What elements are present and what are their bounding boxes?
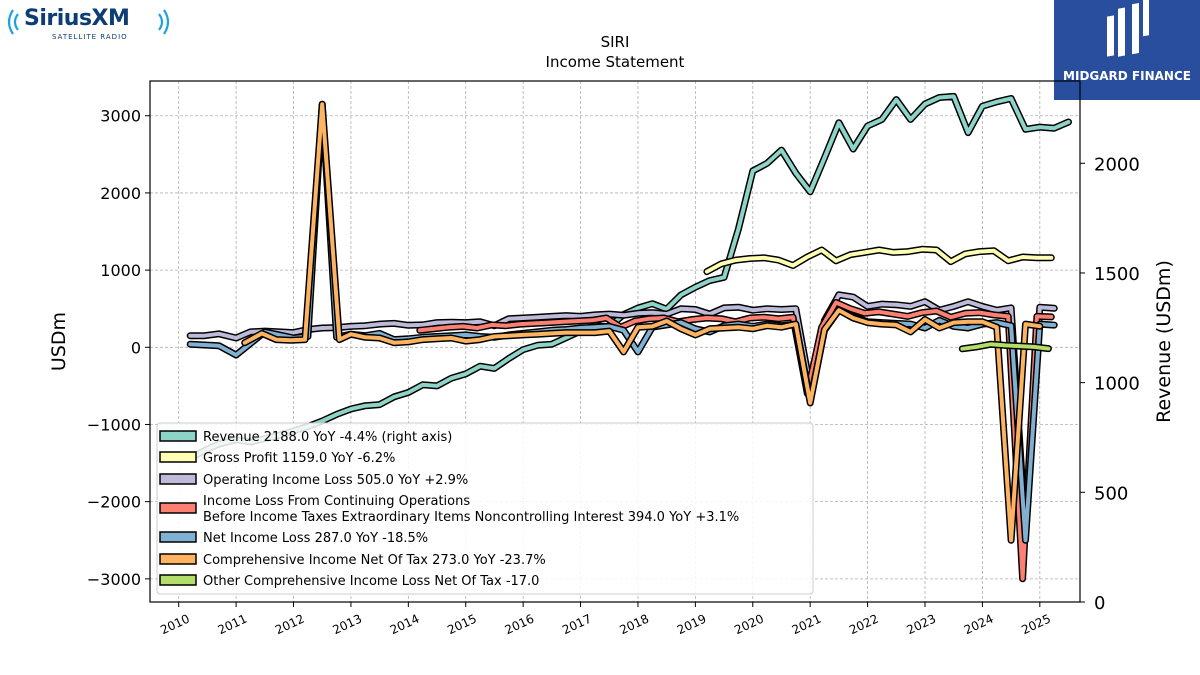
y-right-tick-label: 2000 <box>1094 154 1140 175</box>
siriusxm-logo-name: SiriusXM <box>24 6 130 31</box>
x-tick-label: 2016 <box>503 612 537 638</box>
legend-label: Other Comprehensive Income Loss Net Of T… <box>203 574 539 589</box>
legend-label: Operating Income Loss 505.0 YoY +2.9% <box>203 473 468 488</box>
legend: Revenue 2188.0 YoY -4.4% (right axis) Gro… <box>156 422 814 595</box>
signal-waves-icon <box>7 9 19 35</box>
siriusxm-logo: SiriusXM SATELLITE RADIO <box>4 4 182 44</box>
x-tick-label: 2020 <box>732 612 766 638</box>
legend-swatch <box>159 430 197 442</box>
chart-subtitle: Income Statement <box>545 53 685 71</box>
y-right-tick-label: 1000 <box>1094 374 1140 395</box>
midgard-emblem-icon <box>1107 0 1149 57</box>
legend-label: Net Income Loss 287.0 YoY -18.5% <box>203 531 428 546</box>
legend-swatch <box>159 451 197 463</box>
signal-waves-right-icon <box>158 9 170 35</box>
legend-swatch <box>159 502 197 514</box>
plot-frame <box>149 80 1081 603</box>
y-tick-label: −3000 <box>87 570 141 589</box>
y-tick-label: 2000 <box>100 184 141 203</box>
x-tick-label: 2019 <box>675 612 709 638</box>
legend-swatch <box>159 574 197 586</box>
x-tick-label: 2015 <box>445 612 479 638</box>
y-tick-label: 3000 <box>100 107 141 126</box>
y-tick-label: −2000 <box>87 493 141 512</box>
y-right-tick-label: 0 <box>1094 593 1105 614</box>
legend-swatch <box>159 473 197 485</box>
y-right-axis-label: Revenue (USDm) <box>1153 260 1175 423</box>
chart-title: SIRI <box>600 33 630 51</box>
legend-label: Revenue 2188.0 YoY -4.4% (right axis) <box>203 430 452 445</box>
x-tick-label: 2018 <box>617 612 651 638</box>
y-axis-label: USDm <box>48 312 70 371</box>
x-tick-label: 2017 <box>560 612 594 638</box>
legend-swatch <box>159 531 197 543</box>
x-tick-label: 2025 <box>1019 612 1053 638</box>
x-tick-label: 2021 <box>790 612 824 638</box>
y-tick-label: 0 <box>131 338 141 357</box>
midgard-finance-name: MIDGARD FINANCE <box>1063 69 1191 83</box>
legend-swatch <box>159 553 197 565</box>
siriusxm-logo-subtitle: SATELLITE RADIO <box>52 33 128 41</box>
x-tick-label: 2013 <box>330 612 364 638</box>
midgard-finance-logo: MIDGARD FINANCE <box>1054 0 1200 100</box>
y-tick-label: −1000 <box>87 415 141 434</box>
series-line <box>704 247 1054 274</box>
x-tick-label: 2023 <box>905 612 939 638</box>
legend-label: Comprehensive Income Net Of Tax 273.0 Yo… <box>203 553 546 568</box>
x-tick-label: 2014 <box>388 612 422 638</box>
x-tick-label: 2024 <box>962 612 996 638</box>
legend-label: Gross Profit 1159.0 YoY -6.2% <box>203 451 395 466</box>
series-line <box>960 342 1051 351</box>
legend-box <box>156 422 814 595</box>
series-line <box>242 102 1042 543</box>
legend-label: Before Income Taxes Extraordinary Items … <box>203 510 739 525</box>
y-right-tick-label: 500 <box>1094 483 1128 504</box>
x-tick-label: 2022 <box>847 612 881 638</box>
x-tick-label: 2012 <box>273 612 307 638</box>
x-tick-label: 2011 <box>216 612 250 638</box>
legend-label: Income Loss From Continuing Operations <box>203 494 470 509</box>
y-tick-label: 1000 <box>100 261 141 280</box>
x-tick-label: 2010 <box>158 612 192 638</box>
y-right-tick-label: 1500 <box>1094 264 1140 285</box>
series-lines <box>186 92 1072 583</box>
